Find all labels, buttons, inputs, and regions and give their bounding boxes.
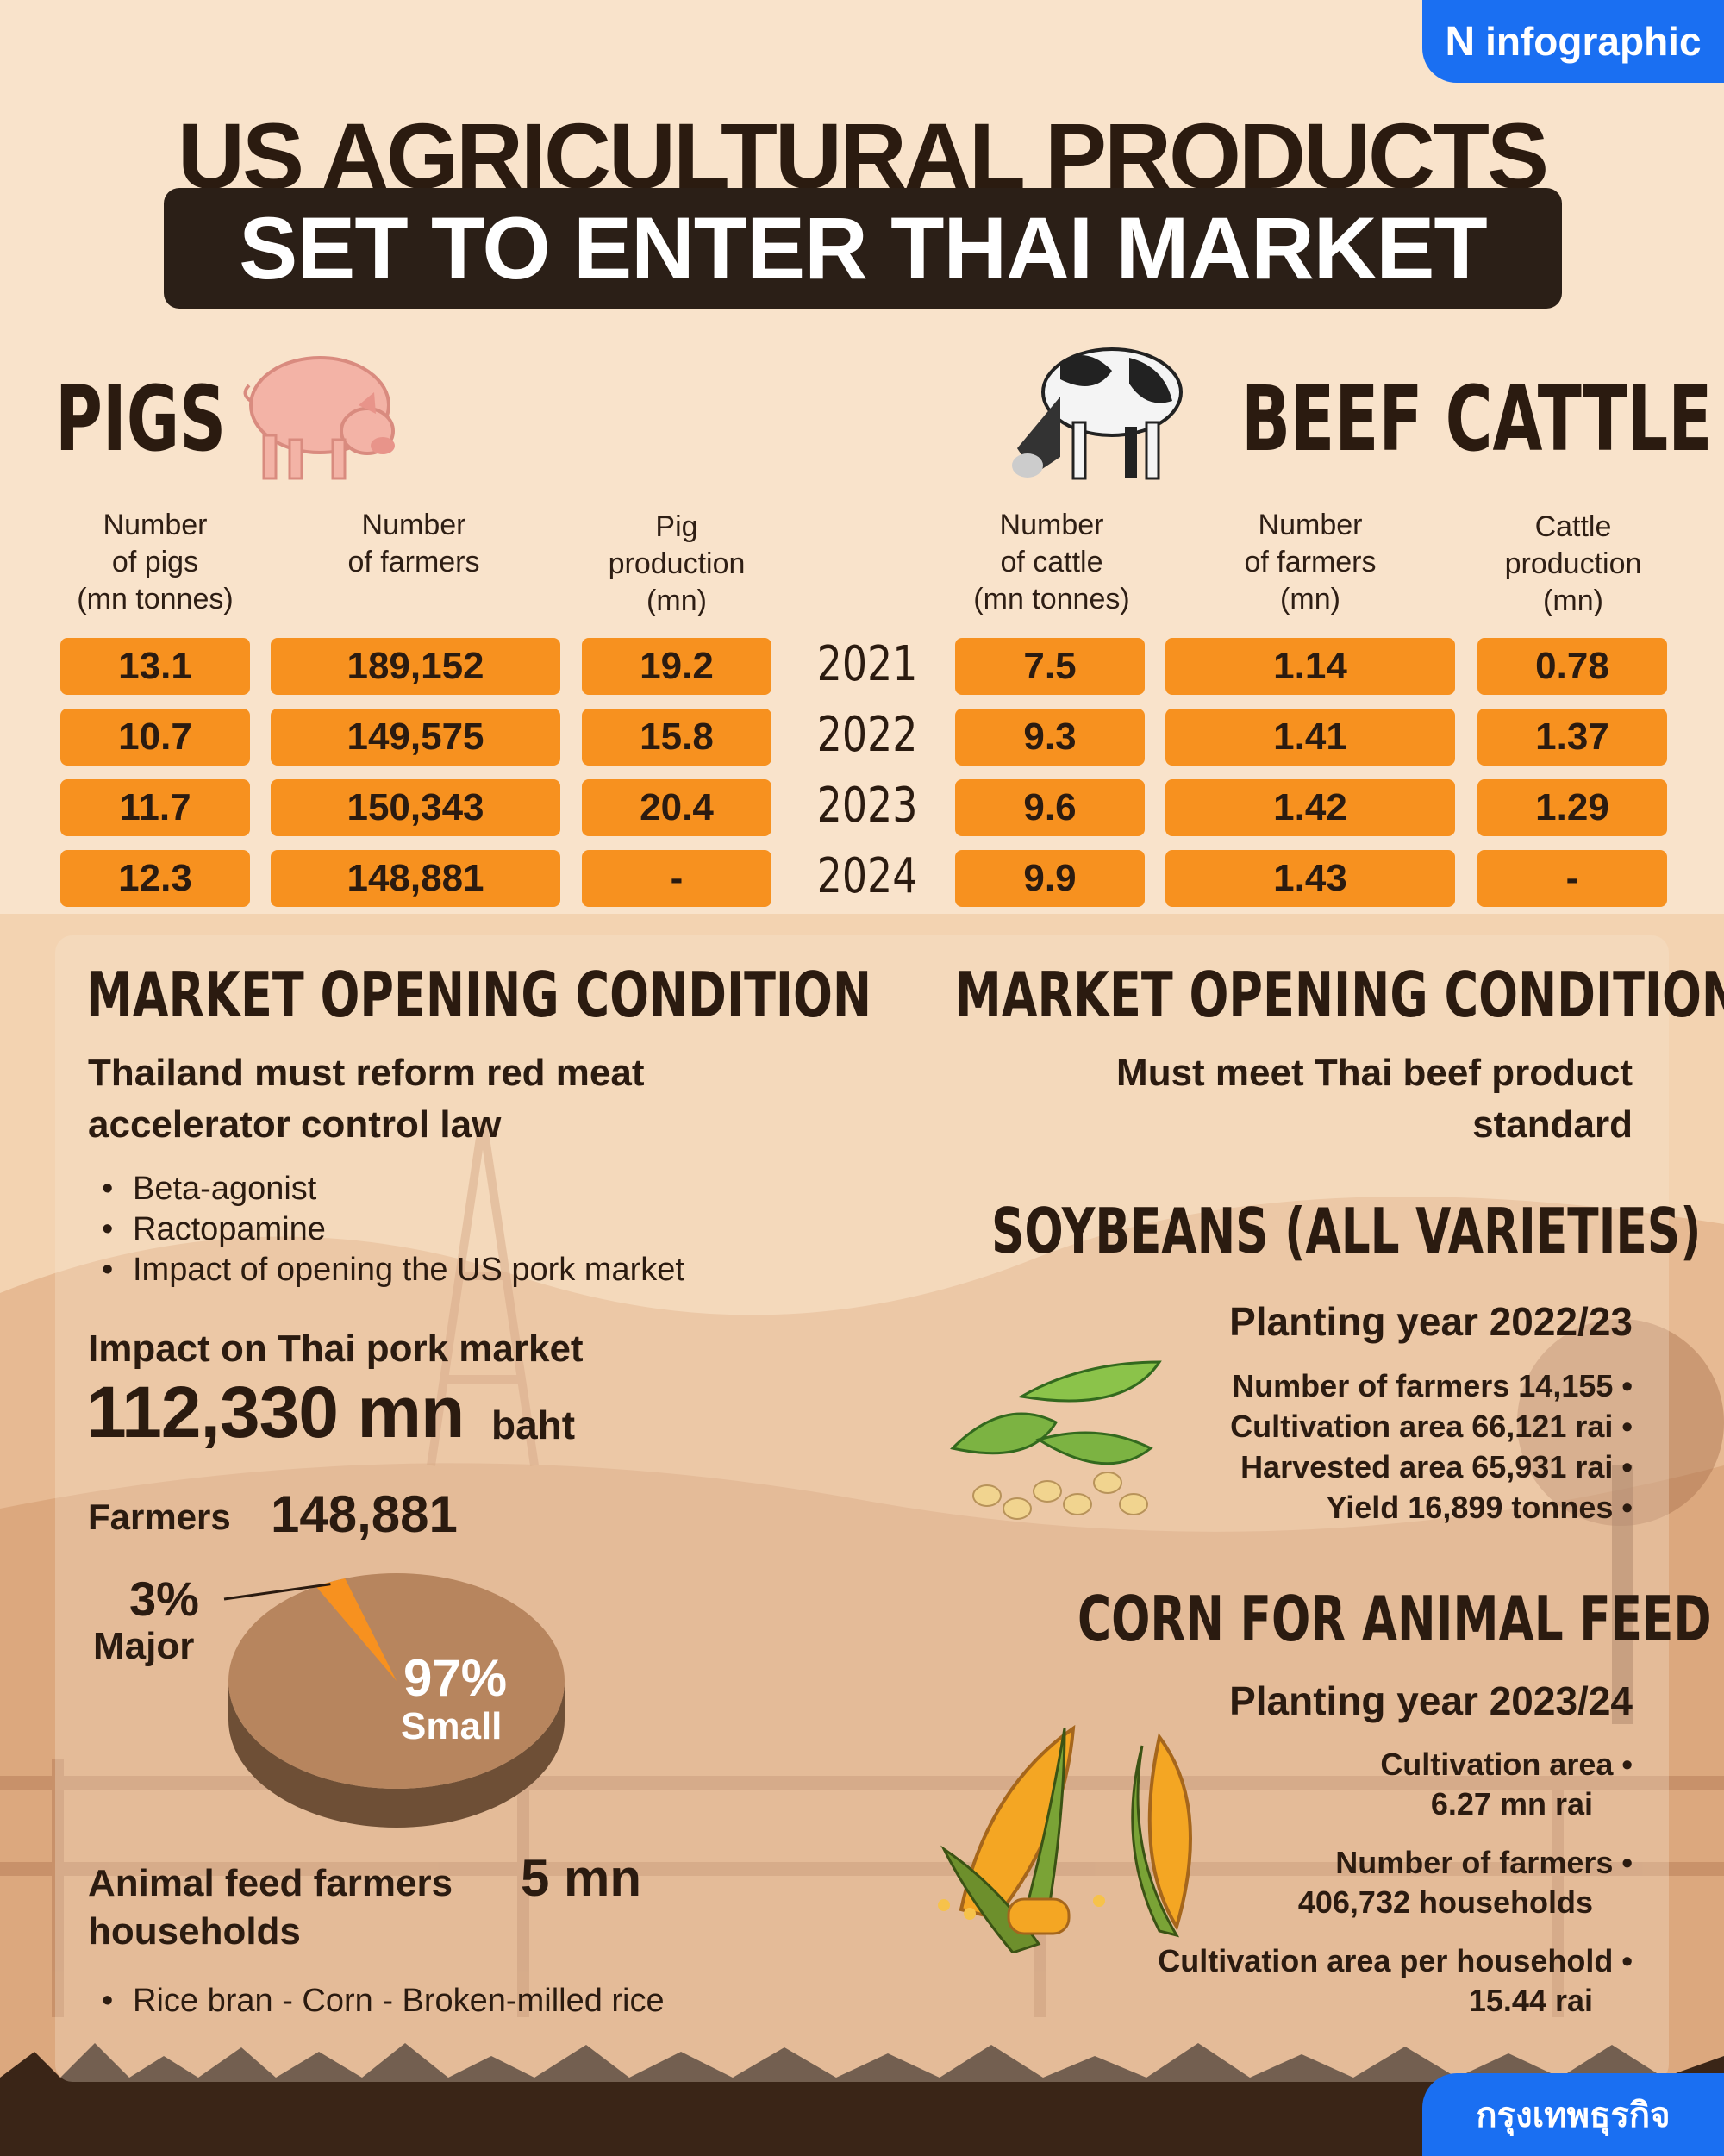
cattle-cell: 1.37 xyxy=(1477,709,1667,766)
impact-unit: baht xyxy=(491,1403,576,1447)
feed-value: 5 mn xyxy=(521,1849,642,1907)
cattle-cell: - xyxy=(1477,850,1667,907)
bullet-item: Beta-agonist xyxy=(102,1169,684,1209)
footer-brand-name: กรุงเทพธุรกิจ xyxy=(1476,2097,1671,2134)
pie-leader-line xyxy=(223,1583,331,1601)
corn-fact-label: Number of farmers xyxy=(1121,1845,1633,1881)
soy-fact: Cultivation area 66,121 rai xyxy=(1121,1406,1633,1447)
corn-fact-value: 406,732 households xyxy=(1297,1884,1593,1920)
corn-fact-value: 15.44 rai xyxy=(1468,1983,1593,2018)
soy-heading: SOYBEANS (ALL VARIETIES) xyxy=(991,1195,1702,1267)
cattle-col-header-3: Cattle production (mn) xyxy=(1504,510,1642,617)
year-label: 2023 xyxy=(816,778,918,834)
pigs-cell: 148,881 xyxy=(271,850,560,907)
page-title-line2: SET TO ENTER THAI MARKET xyxy=(239,198,1487,297)
pigs-cell: 20.4 xyxy=(582,779,771,836)
pie-small-label: Small xyxy=(401,1705,503,1747)
cattle-cell: 7.5 xyxy=(955,638,1145,695)
cattle-heading: BEEF CATTLE xyxy=(1241,366,1713,472)
bullet-item: Rice bran - Corn - Broken-milled rice xyxy=(102,1981,665,2022)
pigs-col-header-3: Pig production (mn) xyxy=(608,510,746,617)
pigs-condition-heading: MARKET OPENING CONDITION xyxy=(86,959,872,1031)
cattle-col-header-2: Number of farmers (mn) xyxy=(1244,509,1377,616)
cattle-cell: 1.43 xyxy=(1165,850,1455,907)
pigs-condition-text-1: Thailand must reform red meat xyxy=(88,1052,645,1094)
soy-fact: Number of farmers 14,155 xyxy=(1121,1365,1633,1406)
pigs-cell: 13.1 xyxy=(60,638,250,695)
brand-name: infographic xyxy=(1485,19,1702,64)
feed-label-1: Animal feed farmers xyxy=(88,1862,453,1904)
year-label: 2021 xyxy=(816,636,918,692)
year-label: 2024 xyxy=(816,848,918,904)
pigs-condition-text-2: accelerator control law xyxy=(88,1103,502,1146)
corn-fact-label: Cultivation area per household xyxy=(1034,1943,1633,1979)
cattle-cell: 0.78 xyxy=(1477,638,1667,695)
pigs-col-header-1: Number of pigs (mn tonnes) xyxy=(77,509,234,616)
pie-major-label: Major xyxy=(93,1625,195,1667)
feed-bullets: Rice bran - Corn - Broken-milled rice xyxy=(102,1981,665,2022)
year-label: 2022 xyxy=(816,707,918,763)
soy-fact: Harvested area 65,931 rai xyxy=(1121,1447,1633,1487)
farmers-label: Farmers xyxy=(88,1497,231,1537)
cattle-col-header-1: Number of cattle (mn tonnes) xyxy=(973,509,1130,616)
footer-brand-badge: กรุงเทพธุรกิจ xyxy=(1422,2073,1724,2156)
corn-fact-label: Cultivation area xyxy=(1121,1747,1633,1783)
cattle-condition-heading: MARKET OPENING CONDITION xyxy=(955,959,1724,1031)
pigs-condition-bullets: Beta-agonist Ractopamine Impact of openi… xyxy=(102,1169,684,1290)
soy-year: Planting year 2022/23 xyxy=(1229,1299,1633,1344)
pig-illustration-icon xyxy=(243,356,395,480)
feed-label-2: households xyxy=(88,1910,301,1953)
soy-fact: Yield 16,899 tonnes xyxy=(1121,1487,1633,1528)
cattle-cell: 9.6 xyxy=(955,779,1145,836)
pigs-heading: PIGS xyxy=(55,366,227,472)
cattle-cell: 1.14 xyxy=(1165,638,1455,695)
farmers-value: 148,881 xyxy=(271,1485,458,1543)
pie-small-pct: 97% xyxy=(403,1649,508,1707)
pigs-cell: 11.7 xyxy=(60,779,250,836)
pigs-cell: 15.8 xyxy=(582,709,771,766)
cattle-condition-text-1: Must meet Thai beef product xyxy=(1116,1052,1633,1094)
corn-illustration-icon xyxy=(938,1724,1192,1953)
impact-label: Impact on Thai pork market xyxy=(88,1328,584,1370)
cow-illustration-icon xyxy=(1012,347,1183,480)
impact-value: 112,330 mn xyxy=(86,1372,465,1453)
page-title-box: SET TO ENTER THAI MARKET xyxy=(164,188,1562,309)
farmers-pie-chart xyxy=(223,1573,565,1828)
cattle-cell: 1.29 xyxy=(1477,779,1667,836)
corn-year: Planting year 2023/24 xyxy=(1229,1678,1633,1723)
pie-depth xyxy=(228,1681,565,1828)
brand-badge: N infographic xyxy=(1422,0,1724,83)
pigs-cell: 19.2 xyxy=(582,638,771,695)
pigs-col-header-2: Number of farmers xyxy=(347,509,480,578)
cattle-cell: 1.41 xyxy=(1165,709,1455,766)
cattle-cell: 9.9 xyxy=(955,850,1145,907)
brand-logo-icon: N xyxy=(1445,18,1476,65)
cattle-condition-text-2: standard xyxy=(1472,1103,1633,1146)
pie-major-pct: 3% xyxy=(129,1572,199,1626)
soybean-illustration-icon xyxy=(950,1360,1162,1520)
pigs-cell: 10.7 xyxy=(60,709,250,766)
bullet-item: Ractopamine xyxy=(102,1209,684,1250)
cattle-cell: 9.3 xyxy=(955,709,1145,766)
corn-heading: CORN FOR ANIMAL FEED xyxy=(1078,1583,1712,1655)
pigs-cell: 150,343 xyxy=(271,779,560,836)
pie-slice-major xyxy=(315,1578,397,1681)
pigs-cell: - xyxy=(582,850,771,907)
pigs-cell: 149,575 xyxy=(271,709,560,766)
soy-facts: Number of farmers 14,155 Cultivation are… xyxy=(1121,1365,1633,1528)
cattle-cell: 1.42 xyxy=(1165,779,1455,836)
bullet-item: Impact of opening the US pork market xyxy=(102,1250,684,1290)
corn-fact-value: 6.27 mn rai xyxy=(1430,1786,1593,1822)
pigs-cell: 12.3 xyxy=(60,850,250,907)
pigs-cell: 189,152 xyxy=(271,638,560,695)
